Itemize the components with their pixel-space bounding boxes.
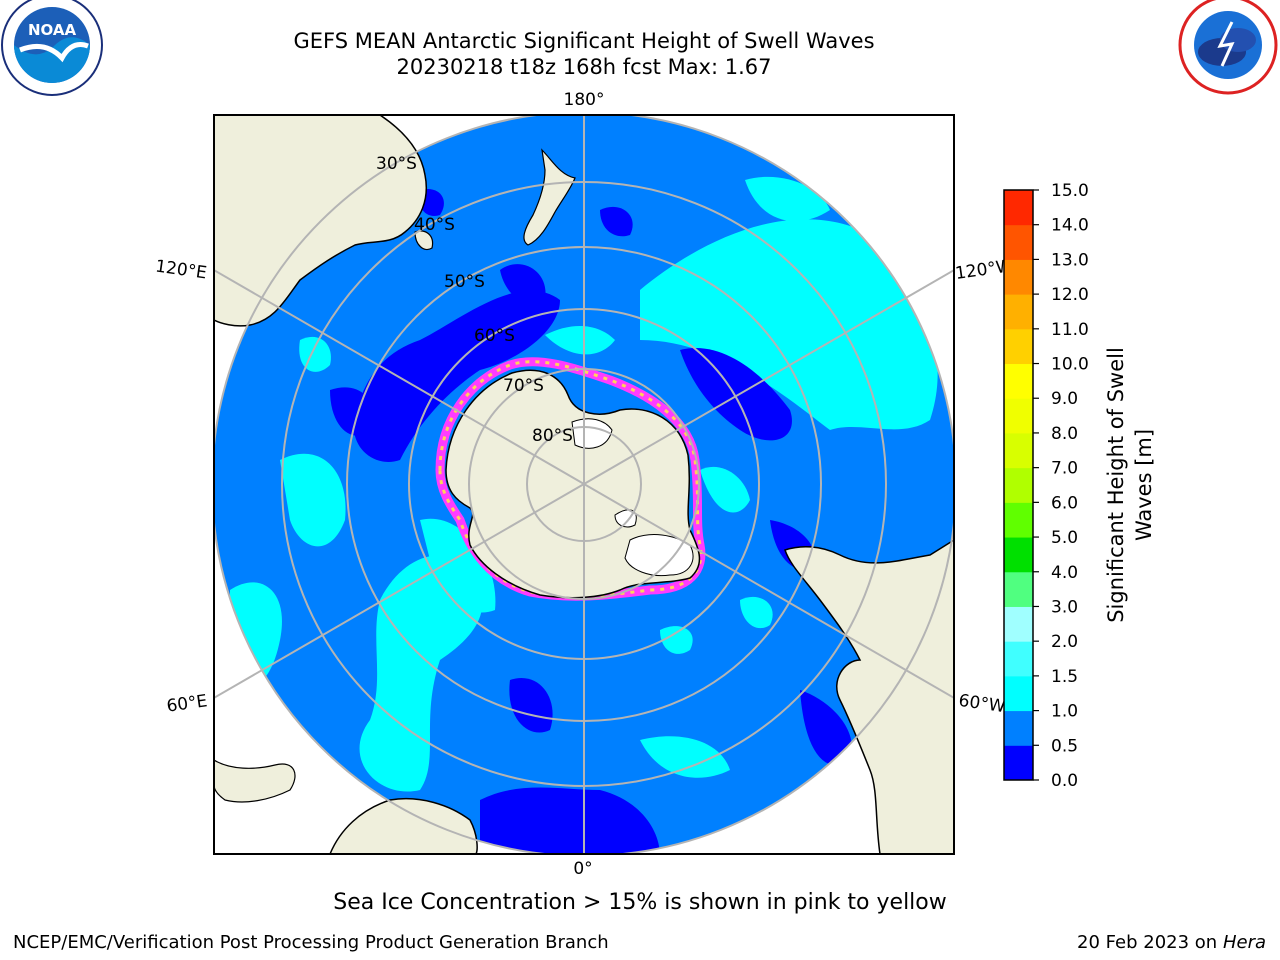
colorbar-tick-label: 14.0 [1051, 216, 1089, 236]
colorbar-swatch [1004, 606, 1033, 642]
colorbar-swatch [1004, 398, 1033, 434]
africa-landmass [329, 797, 478, 854]
lat-label: 50°S [444, 272, 485, 292]
colorbar-tick-label: 5.0 [1051, 528, 1078, 548]
colorbar: 0.0 0.5 1.0 1.5 2.0 3.0 4.0 5.0 6.0 7.0 8.0 9.0 10.0… [1003, 181, 1089, 791]
lon-label: 120°E [154, 256, 208, 283]
tasmania-landmass [414, 230, 434, 251]
colorbar-swatch [1004, 363, 1033, 399]
colorbar-tick-label: 9.0 [1051, 389, 1078, 409]
sea-ice-note: Sea Ice Concentration > 15% is shown in … [333, 890, 947, 915]
colorbar-tick-label: 1.5 [1051, 667, 1078, 687]
colorbar-tick-label: 1.0 [1051, 702, 1078, 722]
colorbar-tick-label: 11.0 [1051, 320, 1089, 340]
colorbar-tick-label: 3.0 [1051, 597, 1078, 617]
colorbar-swatch [1004, 745, 1033, 781]
map-frame [213, 114, 955, 855]
colorbar-swatch [1004, 710, 1033, 746]
lat-label: 30°S [376, 154, 417, 174]
lon-label: 60°W [957, 691, 1006, 717]
new-zealand-landmass [523, 148, 576, 246]
colorbar-swatch [1004, 537, 1033, 573]
colorbar-swatch [1004, 641, 1033, 677]
colorbar-tick-label: 13.0 [1051, 250, 1089, 270]
colorbar-swatch [1004, 190, 1033, 226]
credit-text: NCEP/EMC/Verification Post Processing Pr… [13, 932, 609, 953]
lat-label: 60°S [474, 326, 515, 346]
lon-label: 0° [573, 859, 592, 879]
colorbar-tick-label: 10.0 [1051, 355, 1089, 375]
colorbar-swatch [1004, 467, 1033, 503]
colorbar-tick-label: 0.5 [1051, 736, 1078, 756]
madagascar-landmass [214, 759, 296, 803]
noaa-logo-text: NOAA [28, 21, 77, 39]
nws-logo [1178, 0, 1278, 95]
colorbar-tick-label: 7.0 [1051, 459, 1078, 479]
chart-subtitle: 20230218 t18z 168h fcst Max: 1.67 [396, 55, 772, 79]
lat-label: 80°S [532, 426, 573, 446]
colorbar-tick-label: 4.0 [1051, 563, 1078, 583]
colorbar-label: Waves [m] [1132, 429, 1156, 541]
ronne-ice-shelf [624, 534, 694, 577]
longitude-grid [214, 115, 954, 854]
colorbar-border [1003, 189, 1034, 781]
colorbar-tick-label: 8.0 [1051, 424, 1078, 444]
colorbar-swatch [1004, 224, 1033, 260]
machine-name: Hera [1222, 932, 1266, 953]
colorbar-swatch [1004, 571, 1033, 607]
date-value: 20 Feb 2023 on [1077, 932, 1218, 953]
colorbar-tick-label: 6.0 [1051, 493, 1078, 513]
date-text: 20 Feb 2023 on Hera [1077, 932, 1266, 953]
colorbar-swatch [1004, 502, 1033, 538]
colorbar-swatch [1004, 259, 1033, 295]
lon-label: 60°E [165, 691, 208, 716]
colorbar-tick-label: 15.0 [1051, 181, 1089, 201]
lat-label: 40°S [414, 215, 455, 235]
colorbar-swatch [1004, 432, 1033, 469]
colorbar-swatch [1004, 675, 1033, 712]
lon-label: 180° [564, 90, 605, 110]
chart-title: GEFS MEAN Antarctic Significant Height o… [293, 29, 875, 53]
colorbar-swatch [1004, 294, 1033, 330]
noaa-logo: NOAA [1, 0, 103, 96]
colorbar-tick-label: 2.0 [1051, 632, 1078, 652]
colorbar-tick-label: 12.0 [1051, 285, 1089, 305]
lat-label: 70°S [503, 376, 544, 396]
colorbar-swatch [1004, 328, 1033, 365]
colorbar-label: Significant Height of Swell [1104, 347, 1128, 623]
colorbar-tick-label: 0.0 [1051, 771, 1078, 791]
